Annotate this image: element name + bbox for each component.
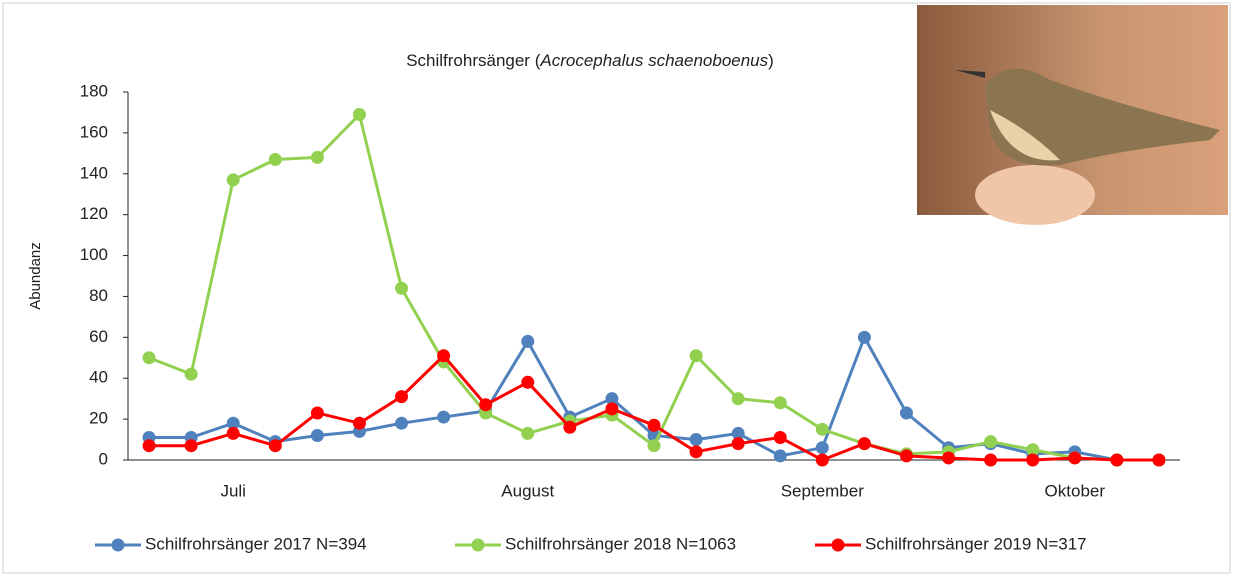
data-point <box>227 173 240 186</box>
legend-label: Schilfrohrsänger 2018 N=1063 <box>505 534 736 553</box>
data-point <box>395 417 408 430</box>
data-point <box>1068 451 1081 464</box>
data-point <box>774 431 787 444</box>
x-tick-label: September <box>781 481 864 500</box>
data-point <box>563 421 576 434</box>
data-point <box>648 439 661 452</box>
data-point <box>185 439 198 452</box>
title-part: Schilfrohrsänger ( <box>406 51 541 70</box>
y-tick-label: 0 <box>99 449 108 468</box>
legend-marker <box>832 539 845 552</box>
legend-label: Schilfrohrsänger 2019 N=317 <box>865 534 1087 553</box>
data-point <box>816 454 829 467</box>
data-point <box>437 411 450 424</box>
data-point <box>437 349 450 362</box>
data-point <box>521 376 534 389</box>
data-point <box>395 390 408 403</box>
data-point <box>900 406 913 419</box>
data-point <box>942 451 955 464</box>
page: {"chart_data": {"type": "line", "title_p… <box>0 0 1233 576</box>
data-point <box>395 282 408 295</box>
data-point <box>816 441 829 454</box>
data-point <box>185 368 198 381</box>
y-tick-label: 60 <box>89 327 108 346</box>
y-tick-label: 40 <box>89 368 108 387</box>
data-point <box>984 435 997 448</box>
data-point <box>858 437 871 450</box>
data-point <box>227 427 240 440</box>
y-tick-label: 160 <box>80 122 108 141</box>
data-point <box>353 108 366 121</box>
title-part: ) <box>768 51 774 70</box>
data-point <box>690 349 703 362</box>
data-point <box>311 429 324 442</box>
x-tick-label: Oktober <box>1045 481 1106 500</box>
data-point <box>774 449 787 462</box>
data-point <box>648 419 661 432</box>
data-point <box>774 396 787 409</box>
data-point <box>521 335 534 348</box>
y-axis-label: Abundanz <box>27 242 44 310</box>
legend-marker <box>112 539 125 552</box>
data-point <box>143 439 156 452</box>
data-point <box>143 351 156 364</box>
data-point <box>521 427 534 440</box>
legend-label: Schilfrohrsänger 2017 N=394 <box>145 534 367 553</box>
bird-photo <box>917 5 1228 225</box>
y-tick-label: 80 <box>89 286 108 305</box>
data-point <box>690 445 703 458</box>
y-tick-label: 180 <box>80 81 108 100</box>
y-tick-label: 120 <box>80 204 108 223</box>
data-point <box>1152 454 1165 467</box>
data-point <box>690 433 703 446</box>
data-point <box>816 423 829 436</box>
y-tick-label: 140 <box>80 163 108 182</box>
data-point <box>605 402 618 415</box>
data-point <box>269 153 282 166</box>
x-tick-label: August <box>501 481 554 500</box>
y-tick-label: 100 <box>80 245 108 264</box>
y-tick-label: 20 <box>89 409 108 428</box>
data-point <box>732 392 745 405</box>
legend-marker <box>472 539 485 552</box>
data-point <box>900 449 913 462</box>
x-tick-label: Juli <box>220 481 246 500</box>
data-point <box>353 417 366 430</box>
data-point <box>858 331 871 344</box>
data-point <box>984 454 997 467</box>
data-point <box>311 406 324 419</box>
title-part: Acrocephalus schaenoboenus <box>539 51 768 70</box>
data-point <box>311 151 324 164</box>
data-point <box>1026 454 1039 467</box>
chart-title: Schilfrohrsänger (Acrocephalus schaenobo… <box>406 51 774 70</box>
data-point <box>732 437 745 450</box>
chart: Schilfrohrsänger (Acrocephalus schaenobo… <box>0 0 1233 576</box>
data-point <box>1110 454 1123 467</box>
data-point <box>479 398 492 411</box>
data-point <box>269 439 282 452</box>
